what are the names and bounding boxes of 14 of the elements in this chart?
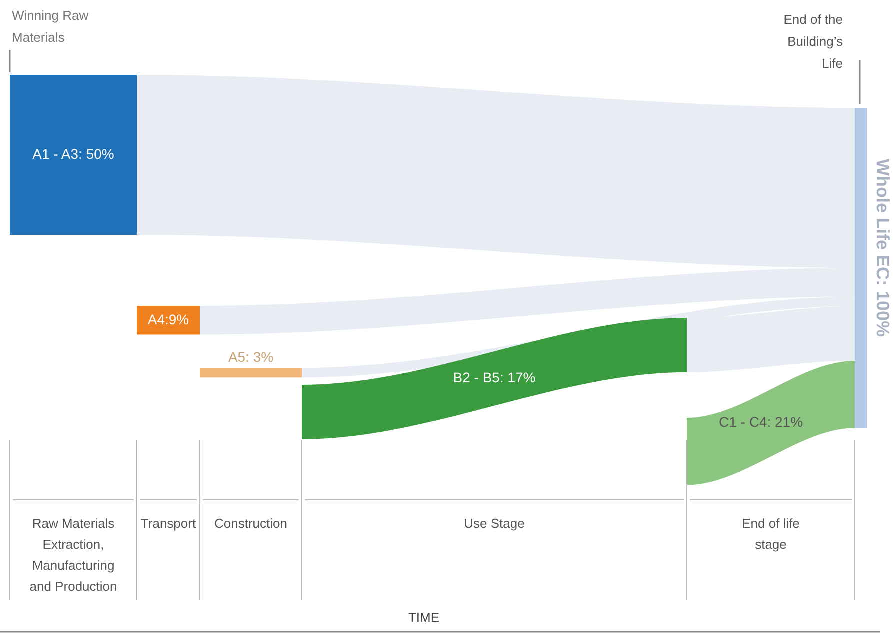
category-label: Raw Materials Extraction, Manufacturing and Production — [30, 516, 118, 594]
category-label: End of life stage — [742, 516, 800, 552]
text: TIME — [408, 610, 440, 625]
text: End of the Building’s Life — [784, 12, 844, 71]
category-label: Transport — [140, 516, 196, 531]
data-label: C1 - C4: 21% — [718, 414, 804, 430]
data-label: B2 - B5: 17% — [453, 370, 536, 386]
text: Whole Life EC: 100% — [873, 158, 893, 338]
data-label: A5: 3% — [228, 349, 274, 365]
category-label: Use Stage — [464, 516, 525, 531]
data-label: A1 - A3: 50% — [32, 146, 114, 162]
category-label: Construction — [214, 516, 288, 531]
text: Winning Raw Materials — [12, 8, 90, 45]
data-label: A4:9% — [148, 311, 190, 328]
